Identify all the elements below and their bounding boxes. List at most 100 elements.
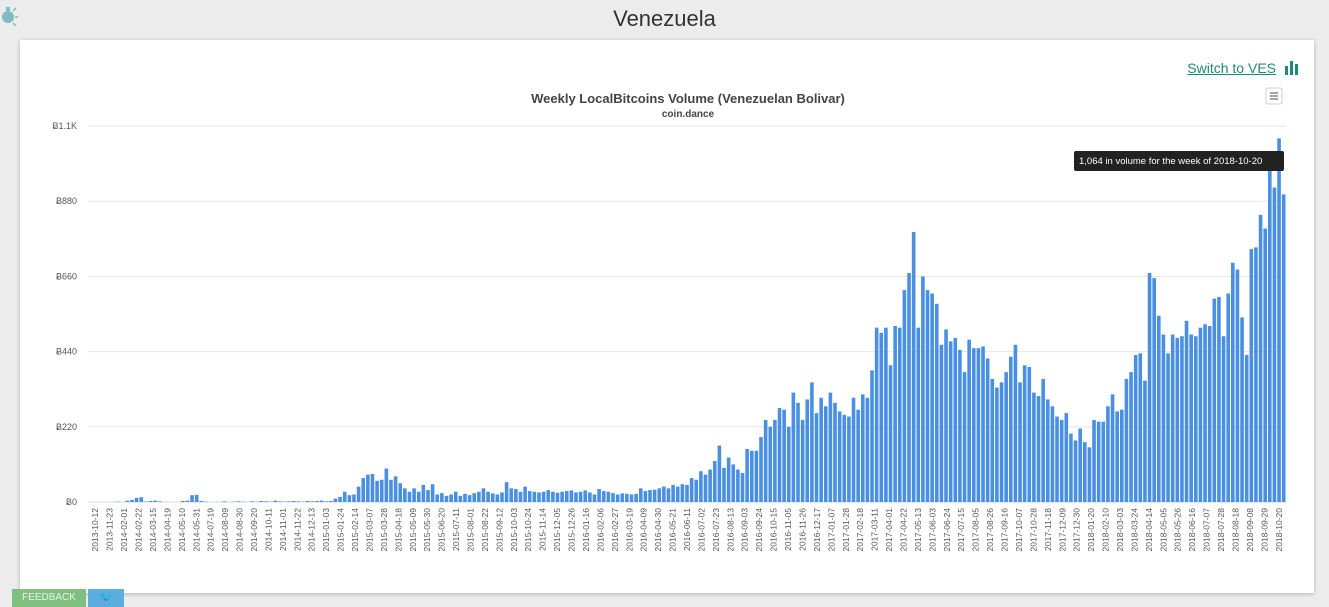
bar[interactable]	[615, 494, 620, 502]
bar[interactable]	[953, 337, 958, 502]
bar[interactable]	[1064, 413, 1069, 502]
bar[interactable]	[1106, 406, 1110, 502]
bar[interactable]	[504, 482, 509, 502]
bar[interactable]	[1203, 324, 1207, 502]
bar[interactable]	[1161, 334, 1166, 502]
bar[interactable]	[426, 490, 430, 502]
bar[interactable]	[352, 494, 356, 502]
bar[interactable]	[412, 488, 416, 502]
bar[interactable]	[1249, 249, 1254, 502]
bar[interactable]	[222, 501, 227, 502]
bar[interactable]	[819, 397, 823, 502]
bar[interactable]	[851, 397, 856, 502]
bar[interactable]	[823, 406, 828, 502]
bar[interactable]	[1032, 392, 1036, 502]
bar[interactable]	[726, 457, 731, 502]
bar[interactable]	[185, 500, 190, 502]
bar[interactable]	[828, 392, 833, 502]
bar[interactable]	[597, 489, 601, 502]
bar[interactable]	[1022, 365, 1027, 502]
bar[interactable]	[273, 500, 278, 502]
bar[interactable]	[837, 411, 842, 502]
bar[interactable]	[902, 290, 907, 502]
bar[interactable]	[366, 474, 370, 502]
bar[interactable]	[1004, 372, 1008, 502]
bar[interactable]	[1166, 353, 1170, 502]
bar[interactable]	[736, 469, 740, 502]
bar[interactable]	[430, 484, 435, 502]
bar[interactable]	[477, 491, 481, 502]
bar[interactable]	[911, 231, 916, 502]
bar[interactable]	[578, 491, 583, 502]
bar[interactable]	[527, 491, 532, 502]
bar[interactable]	[856, 409, 860, 502]
bar[interactable]	[703, 474, 708, 502]
bar[interactable]	[708, 469, 712, 502]
bar[interactable]	[1087, 447, 1092, 502]
bar[interactable]	[532, 491, 537, 502]
bar[interactable]	[407, 491, 412, 502]
bar[interactable]	[592, 494, 597, 502]
bar[interactable]	[689, 478, 694, 502]
bar[interactable]	[1152, 278, 1156, 502]
bar[interactable]	[810, 382, 814, 502]
bar[interactable]	[236, 501, 241, 502]
lightbulb-icon[interactable]	[0, 4, 18, 26]
bar[interactable]	[1018, 382, 1022, 502]
bar[interactable]	[897, 327, 902, 502]
bar[interactable]	[1073, 440, 1078, 502]
bar[interactable]	[389, 479, 393, 502]
bar[interactable]	[666, 488, 671, 502]
bar[interactable]	[722, 467, 726, 502]
bar[interactable]	[749, 450, 754, 502]
bar[interactable]	[453, 491, 458, 502]
bar[interactable]	[199, 500, 204, 502]
bar[interactable]	[944, 329, 948, 502]
bar[interactable]	[472, 493, 477, 502]
bar[interactable]	[1217, 296, 1221, 502]
bar[interactable]	[833, 402, 837, 502]
bar[interactable]	[685, 484, 689, 502]
bar[interactable]	[310, 501, 315, 502]
bar[interactable]	[338, 496, 342, 502]
bar[interactable]	[1110, 394, 1115, 502]
bar[interactable]	[569, 490, 574, 502]
bar[interactable]	[712, 460, 717, 502]
bar[interactable]	[194, 494, 199, 502]
bar[interactable]	[699, 471, 703, 502]
bar[interactable]	[657, 488, 662, 502]
bar[interactable]	[796, 402, 800, 502]
feedback-button[interactable]: FEEDBACK	[12, 589, 86, 607]
bar[interactable]	[329, 500, 333, 502]
bar[interactable]	[962, 372, 967, 502]
bar[interactable]	[1281, 194, 1286, 503]
bar[interactable]	[379, 479, 384, 502]
bar[interactable]	[130, 499, 134, 502]
bar[interactable]	[551, 491, 555, 502]
bar-chart-icon[interactable]	[1284, 59, 1300, 75]
bar[interactable]	[930, 293, 934, 502]
bar[interactable]	[523, 486, 527, 502]
bar[interactable]	[361, 478, 366, 502]
bar[interactable]	[1221, 336, 1226, 502]
bar[interactable]	[1235, 269, 1240, 502]
bar[interactable]	[342, 491, 347, 502]
bar[interactable]	[181, 500, 185, 502]
bar[interactable]	[1008, 356, 1013, 502]
bar[interactable]	[490, 493, 495, 502]
bar[interactable]	[948, 341, 953, 502]
bar[interactable]	[740, 472, 745, 502]
bar[interactable]	[157, 501, 162, 502]
bar[interactable]	[717, 445, 722, 502]
bar[interactable]	[1272, 187, 1277, 502]
bar[interactable]	[990, 378, 995, 502]
bar[interactable]	[264, 501, 268, 502]
bar[interactable]	[375, 480, 379, 502]
bar[interactable]	[981, 346, 985, 502]
bar[interactable]	[1055, 416, 1059, 502]
bar[interactable]	[1096, 421, 1101, 502]
bar[interactable]	[153, 500, 157, 502]
bar[interactable]	[1170, 334, 1175, 502]
bar[interactable]	[786, 426, 791, 502]
bar[interactable]	[292, 500, 296, 502]
